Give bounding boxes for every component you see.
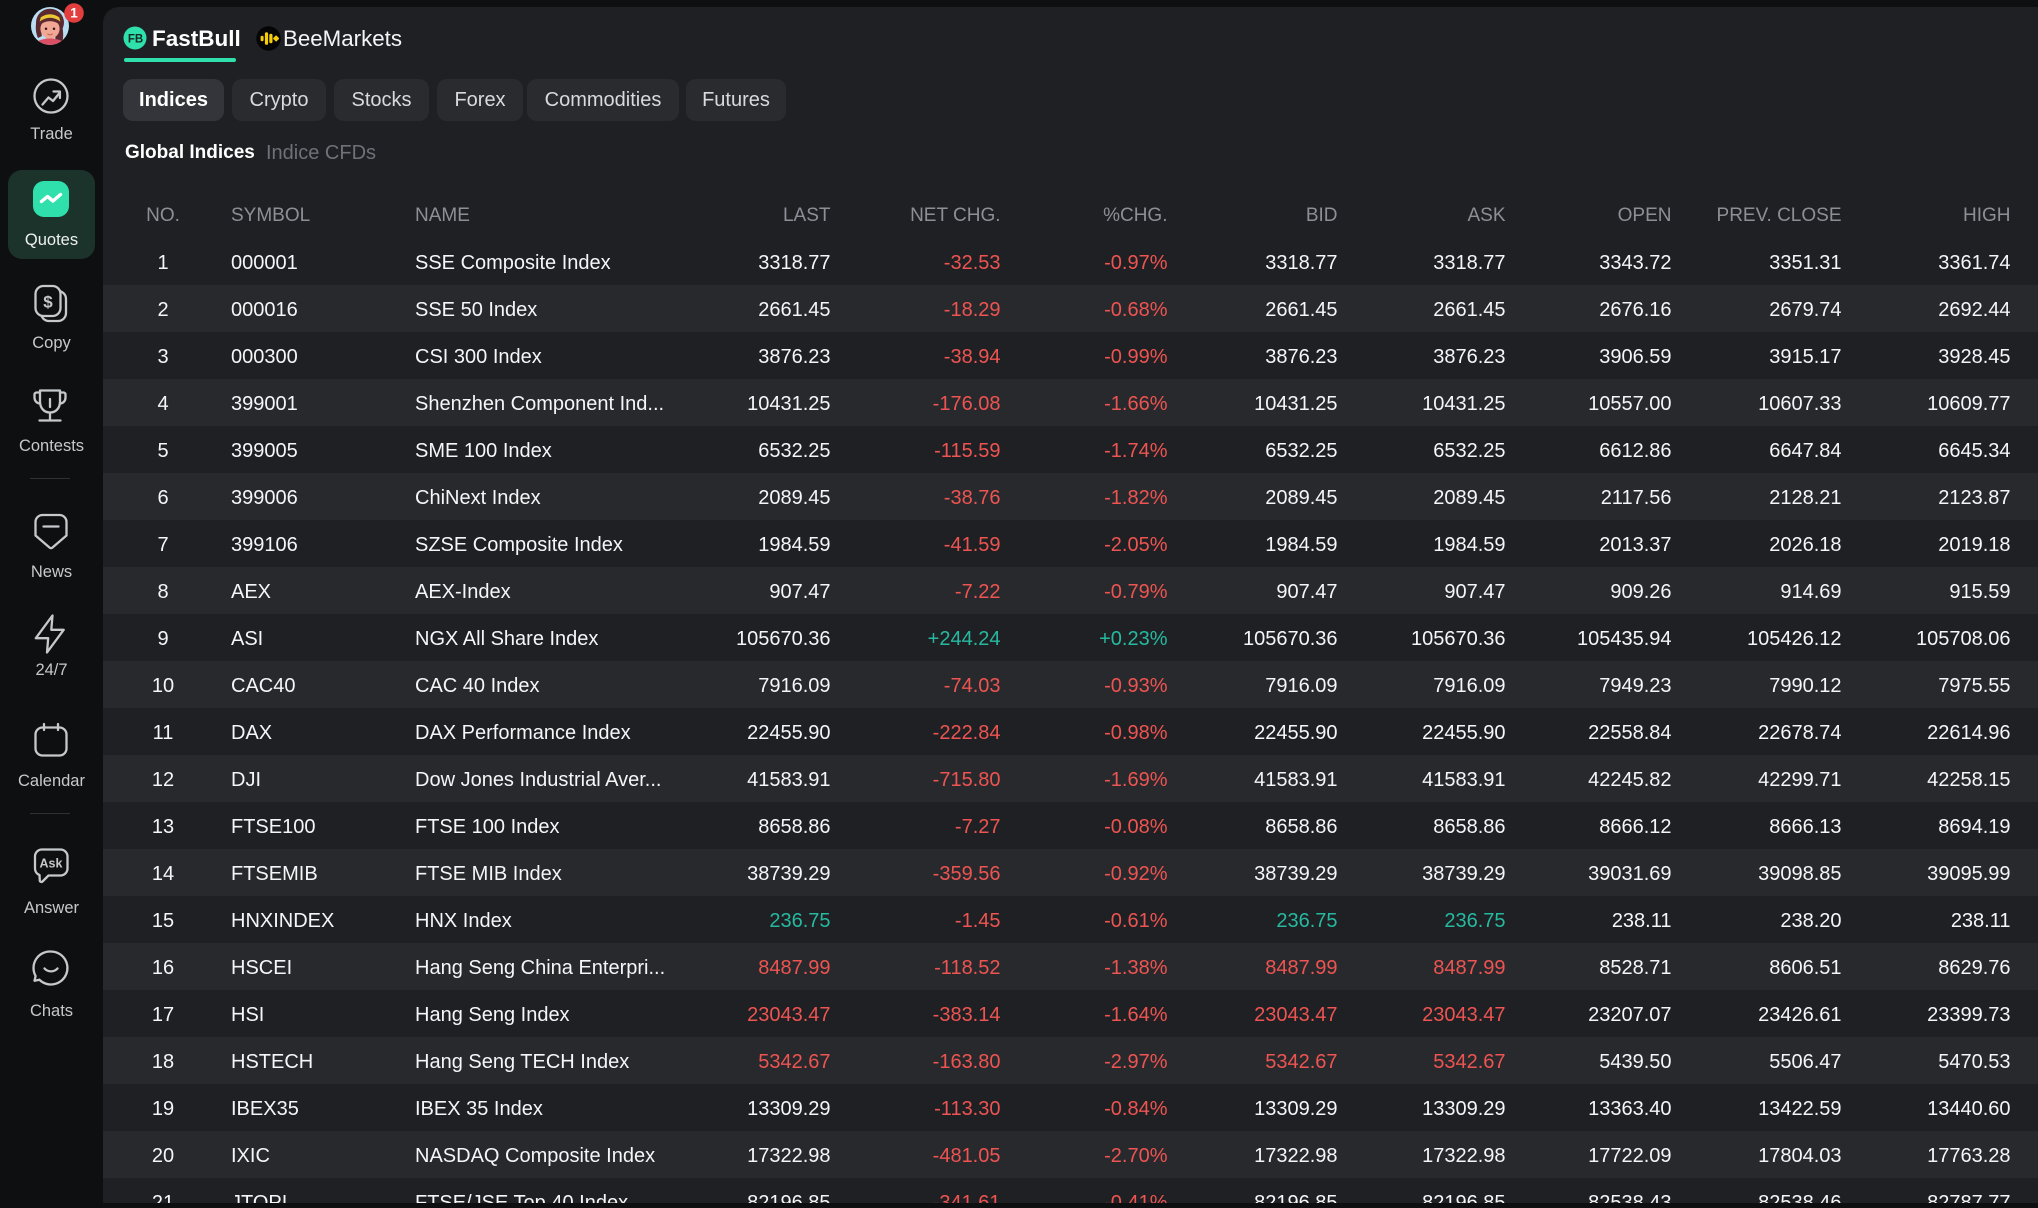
svg-text:Ask: Ask <box>40 857 63 871</box>
svg-text:1: 1 <box>70 6 78 21</box>
svg-text:FB: FB <box>128 33 143 45</box>
svg-text:$: $ <box>43 293 53 312</box>
